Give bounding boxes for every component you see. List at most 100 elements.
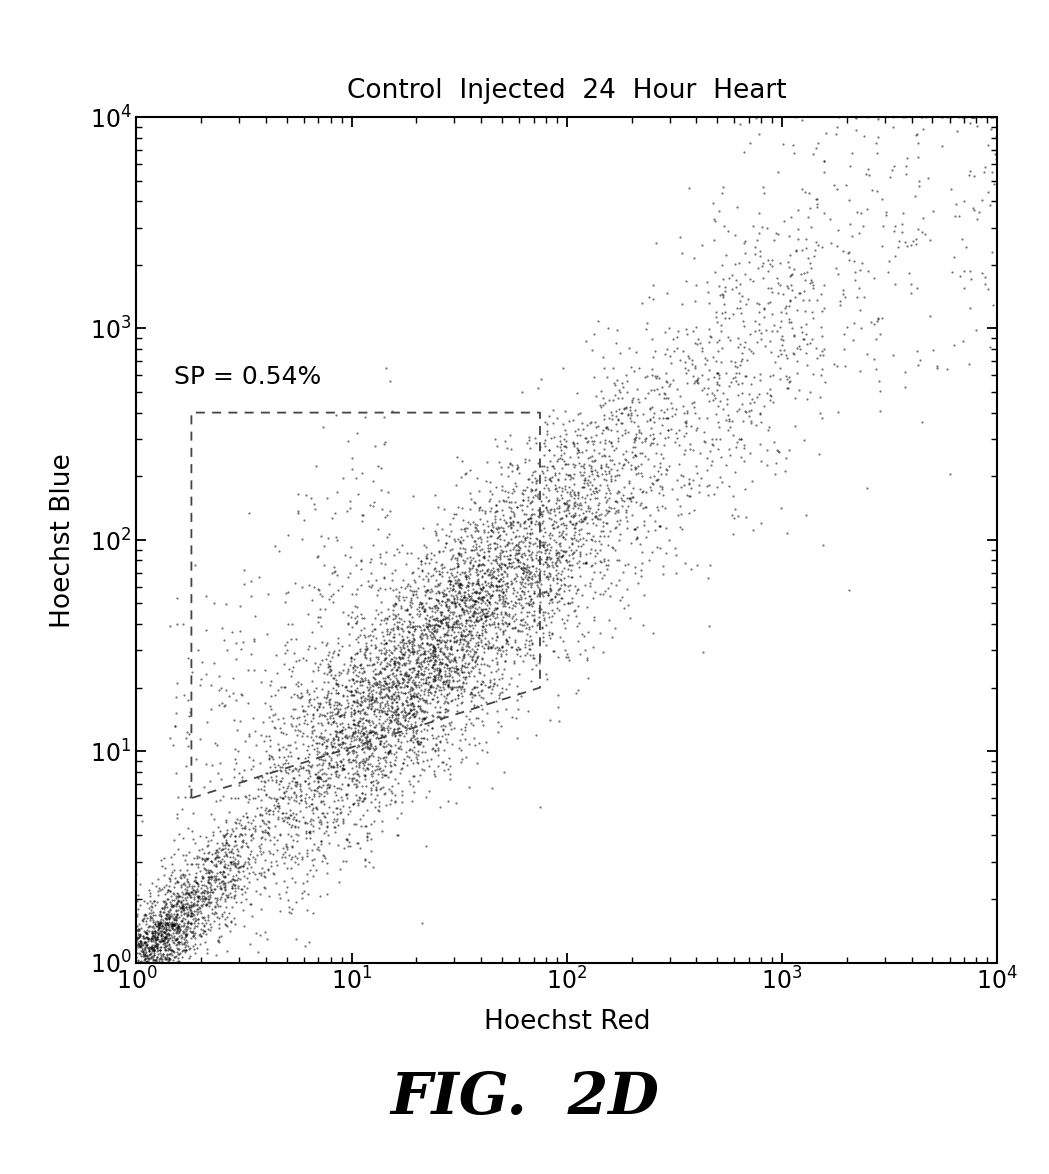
Point: [271, 884, 287, 903]
Point: [382, 655, 399, 674]
Point: [374, 749, 391, 768]
Point: [490, 527, 507, 546]
Point: [352, 817, 369, 836]
Point: [144, 942, 160, 960]
Point: [472, 555, 489, 574]
Point: [153, 856, 170, 875]
Point: [274, 768, 291, 787]
Point: [852, 319, 869, 338]
Point: [521, 640, 538, 659]
Point: [370, 709, 387, 728]
Point: [470, 683, 487, 702]
Point: [813, 326, 830, 345]
Point: [164, 890, 180, 909]
Point: [422, 667, 438, 686]
Point: [526, 648, 542, 667]
Point: [499, 467, 516, 486]
Point: [511, 640, 528, 659]
Point: [762, 385, 778, 404]
Point: [467, 592, 484, 610]
Point: [449, 576, 466, 595]
Point: [619, 453, 636, 472]
Point: [622, 533, 639, 552]
Point: [365, 627, 382, 646]
Point: [671, 518, 688, 537]
Point: [500, 605, 517, 623]
Point: [536, 437, 553, 456]
Point: [183, 905, 199, 924]
Point: [607, 402, 624, 420]
Point: [443, 603, 459, 622]
Point: [560, 546, 577, 565]
Point: [306, 500, 323, 519]
Point: [522, 591, 539, 609]
Point: [523, 524, 540, 542]
Point: [364, 681, 381, 700]
Point: [129, 917, 146, 936]
Point: [513, 591, 530, 609]
Point: [303, 717, 320, 736]
Point: [390, 825, 407, 844]
Point: [445, 613, 462, 632]
Point: [403, 662, 420, 681]
Point: [156, 924, 173, 943]
Point: [634, 433, 650, 452]
Point: [144, 922, 160, 940]
Point: [634, 616, 650, 635]
Point: [428, 608, 445, 627]
Point: [419, 616, 435, 635]
Point: [344, 696, 361, 715]
Point: [371, 655, 388, 674]
Point: [159, 916, 176, 935]
Point: [367, 723, 384, 742]
Point: [416, 659, 433, 677]
Point: [405, 700, 422, 718]
Point: [349, 694, 366, 713]
Point: [687, 457, 704, 475]
Point: [318, 731, 335, 750]
Point: [479, 639, 496, 657]
Point: [565, 485, 582, 504]
Point: [320, 713, 337, 731]
Point: [150, 916, 167, 935]
Point: [534, 628, 551, 647]
Point: [411, 765, 428, 784]
Point: [397, 710, 413, 729]
Point: [519, 568, 536, 587]
Point: [438, 676, 455, 695]
Point: [780, 441, 797, 460]
Point: [791, 340, 808, 359]
Point: [377, 555, 393, 574]
Point: [282, 747, 299, 765]
Point: [486, 600, 502, 619]
Point: [805, 144, 821, 163]
Point: [344, 715, 361, 734]
Point: [348, 737, 365, 756]
Point: [623, 391, 640, 410]
Point: [451, 532, 468, 551]
Point: [510, 533, 527, 552]
Point: [631, 497, 648, 515]
Point: [456, 552, 473, 571]
Point: [198, 621, 215, 640]
Point: [498, 632, 515, 650]
Point: [523, 646, 540, 664]
Point: [712, 352, 729, 371]
Point: [342, 699, 359, 717]
Point: [219, 836, 236, 855]
Point: [619, 497, 636, 515]
Point: [130, 953, 147, 972]
Point: [379, 483, 395, 501]
Point: [511, 539, 528, 558]
Point: [183, 883, 199, 902]
Point: [555, 502, 572, 521]
Point: [793, 323, 810, 342]
Point: [319, 783, 336, 802]
Point: [515, 576, 532, 595]
Point: [582, 452, 599, 471]
Point: [906, 230, 923, 249]
Point: [510, 544, 527, 562]
Point: [412, 554, 429, 573]
Point: [577, 554, 594, 573]
Point: [200, 868, 217, 886]
